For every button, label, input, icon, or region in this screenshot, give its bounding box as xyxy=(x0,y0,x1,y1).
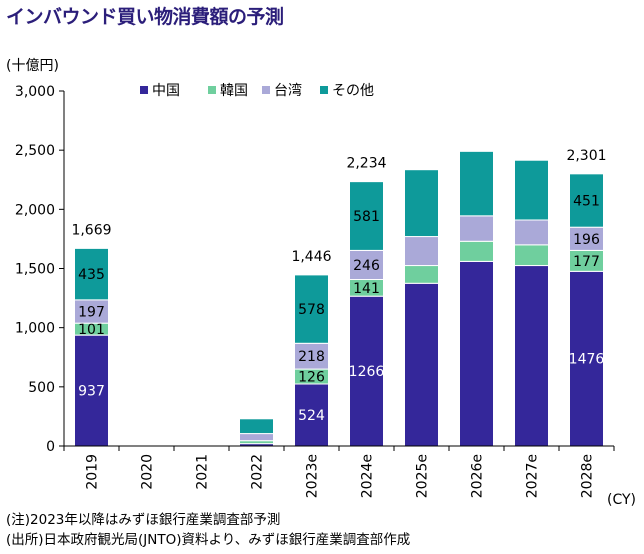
bar-data-label: 218 xyxy=(298,349,325,365)
y-axis-label: (十億円) xyxy=(6,58,59,74)
bar-segment xyxy=(569,270,604,447)
stacked-bar-chart: (十億円) 0 500 1,000 1,500 2,000 2,500 3,000 937 101… xyxy=(6,58,636,508)
legend-swatch xyxy=(320,86,328,94)
bar-data-label: 578 xyxy=(298,302,325,318)
bar-segment xyxy=(459,260,494,447)
bar-segment xyxy=(239,433,274,442)
y-tick-label: 500 xyxy=(28,380,55,396)
y-tick-label: 0 xyxy=(46,439,55,455)
x-tick-label: 2024e xyxy=(360,454,376,498)
legend-swatch xyxy=(140,86,148,94)
bar-data-label: 141 xyxy=(353,281,380,297)
x-tick-label: 2026e xyxy=(470,454,486,498)
bar-data-label: 937 xyxy=(78,384,105,400)
y-tick-label: 2,000 xyxy=(15,202,55,218)
note-forecast: (注)2023年以降はみずほ銀行産業調査部予測 xyxy=(6,512,281,528)
bar-segment xyxy=(74,247,109,301)
bar-total-label: 1,446 xyxy=(291,249,331,265)
x-tick-label: 2023e xyxy=(305,454,321,498)
bar-data-label: 581 xyxy=(353,209,380,225)
bar-data-label: 451 xyxy=(573,194,600,210)
bar-segment xyxy=(349,181,384,251)
bar-data-label: 1266 xyxy=(349,364,385,380)
bar-segment xyxy=(514,159,549,221)
bar-data-label: 126 xyxy=(298,370,325,386)
legend-entry: 中国 xyxy=(152,83,180,99)
bar-total-label: 2,234 xyxy=(346,156,386,172)
bar-data-label: 177 xyxy=(573,254,600,270)
bar-segment xyxy=(294,274,329,344)
bar-segment xyxy=(459,240,494,262)
footnotes: (注)2023年以降はみずほ銀行産業調査部予測 (出所)日本政府観光局(JNTO… xyxy=(6,510,410,550)
legend-swatch xyxy=(208,86,216,94)
note-source: (出所)日本政府観光局(JNTO)資料より、みずほ銀行産業調査部作成 xyxy=(6,532,411,548)
bar-segment xyxy=(514,219,549,246)
bar-data-label: 197 xyxy=(78,305,105,321)
x-tick-label: 2021 xyxy=(195,454,211,490)
x-tick-label: 2027e xyxy=(525,454,541,498)
bar-segment xyxy=(294,342,329,370)
x-tick-label: 2025e xyxy=(415,454,431,498)
page-title: インバウンド買い物消費額の予測 xyxy=(6,6,284,28)
bar-data-label: 196 xyxy=(573,232,600,248)
legend-swatch xyxy=(262,86,270,94)
bar-segment xyxy=(569,173,604,228)
bar-segment xyxy=(404,236,439,267)
bar-segment xyxy=(404,169,439,238)
bar-segment xyxy=(514,244,549,267)
y-tick-label: 2,500 xyxy=(15,143,55,159)
legend-entry: 韓国 xyxy=(220,83,248,99)
bar-total-label: 2,301 xyxy=(566,148,606,164)
x-tick-label: 2020 xyxy=(140,454,156,490)
x-axis-label: (CY) xyxy=(607,492,636,508)
bar-data-label: 524 xyxy=(298,408,325,424)
bar-segment xyxy=(404,282,439,447)
y-tick-label: 1,000 xyxy=(15,321,55,337)
bar-segment xyxy=(404,265,439,284)
bar-data-label: 101 xyxy=(78,322,105,338)
bar-data-label: 435 xyxy=(78,267,105,283)
bar-segment xyxy=(459,150,494,217)
bar-data-label: 1476 xyxy=(569,352,605,368)
legend-entry: その他 xyxy=(332,83,374,99)
x-tick-label: 2028e xyxy=(580,454,596,498)
x-tick-label: 2019 xyxy=(85,454,101,490)
legend-entry: 台湾 xyxy=(274,82,302,99)
y-tick-label: 1,500 xyxy=(15,262,55,278)
bar-segment xyxy=(459,215,494,242)
bar-segment xyxy=(514,265,549,447)
y-tick-label: 3,000 xyxy=(15,84,55,100)
bar-segment xyxy=(349,295,384,447)
bar-segment xyxy=(239,418,274,435)
bar-data-label: 246 xyxy=(353,258,380,274)
x-tick-label: 2022 xyxy=(250,454,266,490)
bar-total-label: 1,669 xyxy=(71,222,111,238)
